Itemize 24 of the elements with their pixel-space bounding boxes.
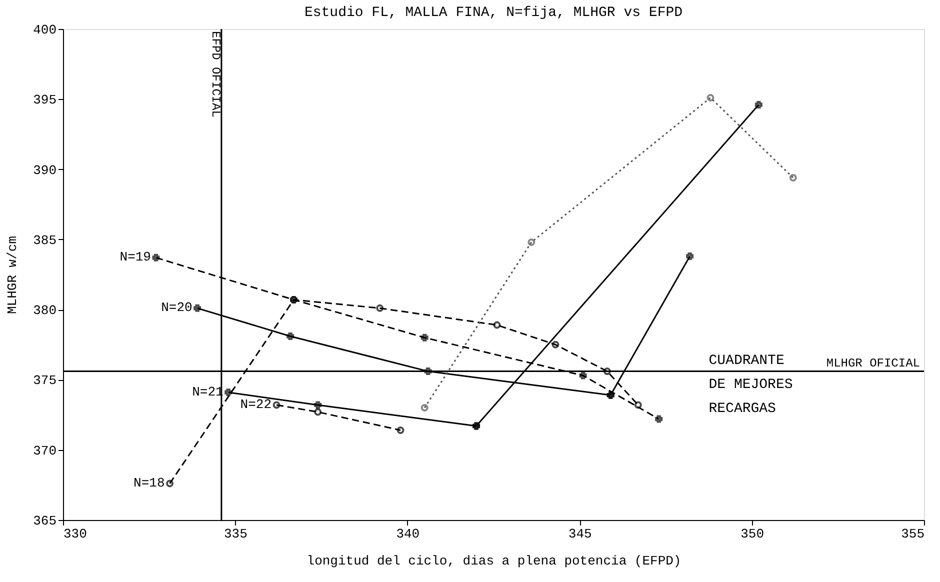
ref-line-label: EFPD OFICIAL xyxy=(208,31,222,118)
annotation: CUADRANTE DE MEJORES RECARGAS xyxy=(708,353,793,418)
y-tick-label: 375 xyxy=(33,373,56,388)
series-label: N=22 xyxy=(240,396,272,412)
chart-title: Estudio FL, MALLA FINA, N=fija, MLHGR vs EFPD xyxy=(304,5,683,21)
x-tick-label: 340 xyxy=(396,526,420,542)
x-axis-title: longitud del ciclo, dias a plena potencia (EFPD) xyxy=(306,554,682,568)
x-tick-label: 335 xyxy=(224,526,248,542)
x-tick-label: 350 xyxy=(740,526,764,542)
y-axis-title: MLHGR w/cm xyxy=(5,236,20,314)
y-tick-label: 365 xyxy=(33,514,56,528)
ref-line-label: MLHGR OFICIAL xyxy=(826,356,920,370)
y-tick-label: 395 xyxy=(33,92,56,108)
series-label: N=20 xyxy=(161,300,192,316)
series-label: N=18 xyxy=(134,476,165,491)
x-tick-label: 355 xyxy=(901,526,924,542)
x-tick-label: 330 xyxy=(64,526,87,542)
y-tick-label: 380 xyxy=(33,303,56,318)
y-tick-label: 370 xyxy=(33,443,56,458)
y-tick-label: 390 xyxy=(33,162,56,178)
series-label: N=19 xyxy=(120,250,151,265)
y-tick-label: 385 xyxy=(33,232,56,248)
y-tick-label: 400 xyxy=(33,22,56,38)
x-tick-label: 345 xyxy=(568,526,592,542)
